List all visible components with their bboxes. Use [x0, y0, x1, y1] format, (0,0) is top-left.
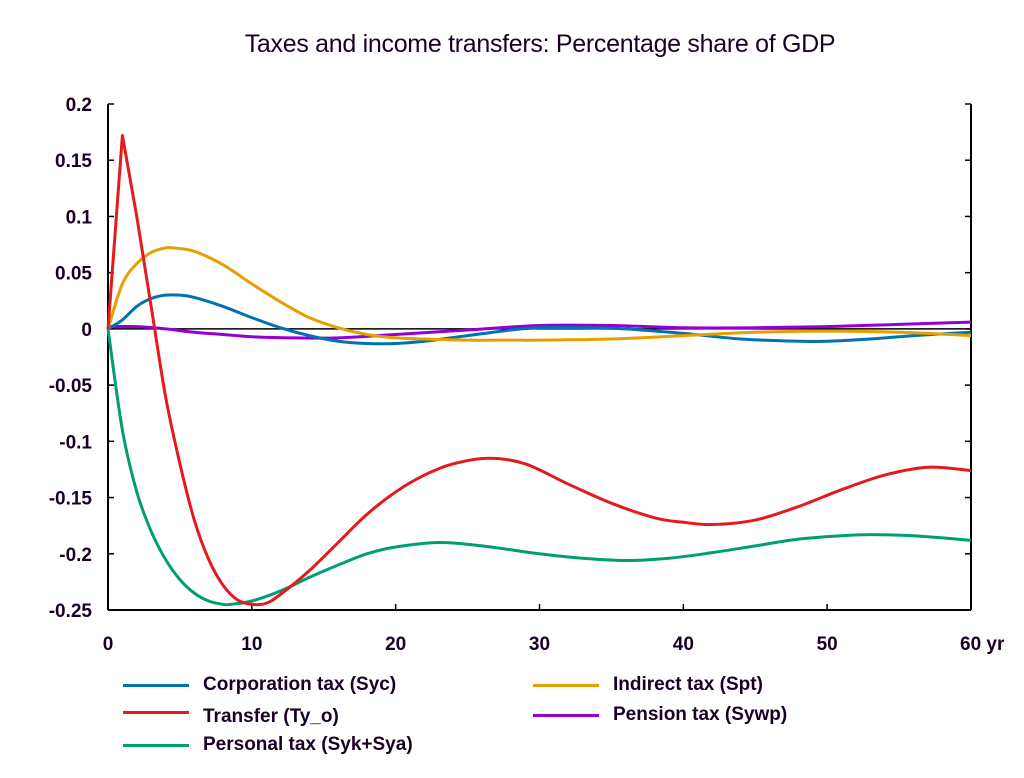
series-transfer: [106, 133, 972, 607]
series-layer: [106, 133, 972, 607]
series-corporation-tax: [107, 293, 972, 346]
x-tick-label: 0: [103, 634, 114, 655]
legend-item-pension-tax: Pension tax (Sywp): [533, 704, 787, 726]
legend-label: Pension tax (Sywp): [613, 704, 788, 725]
legend-label: Personal tax (Syk+Sya): [203, 734, 413, 755]
legend-item-indirect-tax: Indirect tax (Spt): [533, 674, 763, 696]
legend-swatch: [123, 710, 189, 714]
series-pension-tax: [107, 320, 972, 340]
y-tick-label: -0.15: [49, 489, 93, 510]
tick-labels: 0.2 0.15 0.1 0.05 0 -0.05 -0.1 -0.15 -0.2 -0.25 0 1…: [49, 95, 1005, 655]
x-tick-label: 50: [817, 634, 838, 655]
y-tick-label: -0.1: [59, 432, 92, 453]
legend-item-transfer: Transfer (Ty_o): [123, 706, 339, 728]
y-tick-label: -0.05: [49, 376, 93, 397]
legend-swatch: [123, 743, 189, 747]
series-indirect-tax: [106, 245, 972, 342]
legend-swatch: [533, 713, 599, 717]
y-tick-label: 0.2: [66, 95, 92, 116]
y-tick-label: 0.1: [66, 207, 93, 228]
series-personal-tax: [106, 328, 972, 607]
axes: [107, 103, 972, 611]
y-tick-label: 0.15: [55, 151, 92, 172]
legend-swatch: [533, 683, 599, 687]
legend-swatch: [123, 683, 189, 687]
x-tick-label: 40: [673, 634, 694, 655]
legend-item-corporation-tax: Corporation tax (Syc): [123, 674, 396, 696]
y-tick-label: 0: [81, 320, 92, 341]
x-tick-label: 30: [529, 634, 550, 655]
legend-item-personal-tax: Personal tax (Syk+Sya): [123, 734, 413, 756]
chart-title: Taxes and income transfers: Percentage s…: [244, 30, 836, 58]
x-tick-label: 20: [385, 634, 406, 655]
legend-label: Indirect tax (Spt): [613, 674, 763, 695]
legend-label: Corporation tax (Syc): [203, 674, 397, 695]
x-tick-label: 10: [241, 634, 262, 655]
x-tick-label: 60 yr: [960, 634, 1005, 655]
y-tick-label: -0.25: [49, 601, 93, 622]
y-tick-label: -0.2: [59, 545, 92, 566]
y-tick-label: 0.05: [55, 264, 92, 285]
legend-label: Transfer (Ty_o): [203, 706, 339, 727]
